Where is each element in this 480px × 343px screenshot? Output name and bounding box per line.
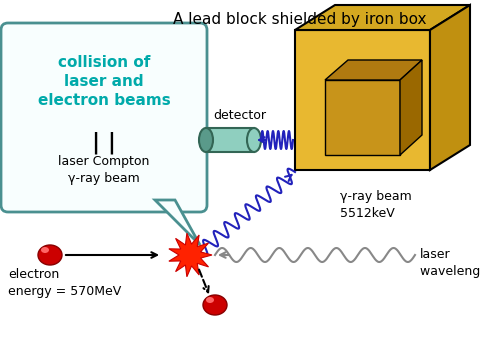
Ellipse shape (203, 295, 227, 315)
Text: electron
energy = 570MeV: electron energy = 570MeV (8, 268, 121, 298)
Text: A lead block shielded by iron box: A lead block shielded by iron box (173, 12, 427, 27)
Ellipse shape (247, 128, 261, 152)
Polygon shape (295, 5, 470, 30)
Text: γ-ray beam
5512keV: γ-ray beam 5512keV (340, 190, 412, 220)
Polygon shape (169, 233, 212, 277)
Polygon shape (325, 60, 422, 80)
Ellipse shape (41, 247, 49, 253)
Polygon shape (325, 80, 400, 155)
Polygon shape (155, 200, 200, 245)
Ellipse shape (206, 297, 214, 303)
Ellipse shape (38, 245, 62, 265)
FancyBboxPatch shape (1, 23, 207, 212)
Polygon shape (430, 5, 470, 170)
Text: | |: | | (92, 132, 116, 154)
Polygon shape (400, 60, 422, 155)
Text: laser Compton
γ-ray beam: laser Compton γ-ray beam (58, 155, 150, 185)
Ellipse shape (199, 128, 213, 152)
Polygon shape (206, 128, 254, 152)
Text: laser
wavelength 1060nm: laser wavelength 1060nm (420, 248, 480, 278)
Polygon shape (295, 30, 430, 170)
Text: detector: detector (214, 109, 266, 122)
Text: collision of
laser and
electron beams: collision of laser and electron beams (37, 55, 170, 108)
